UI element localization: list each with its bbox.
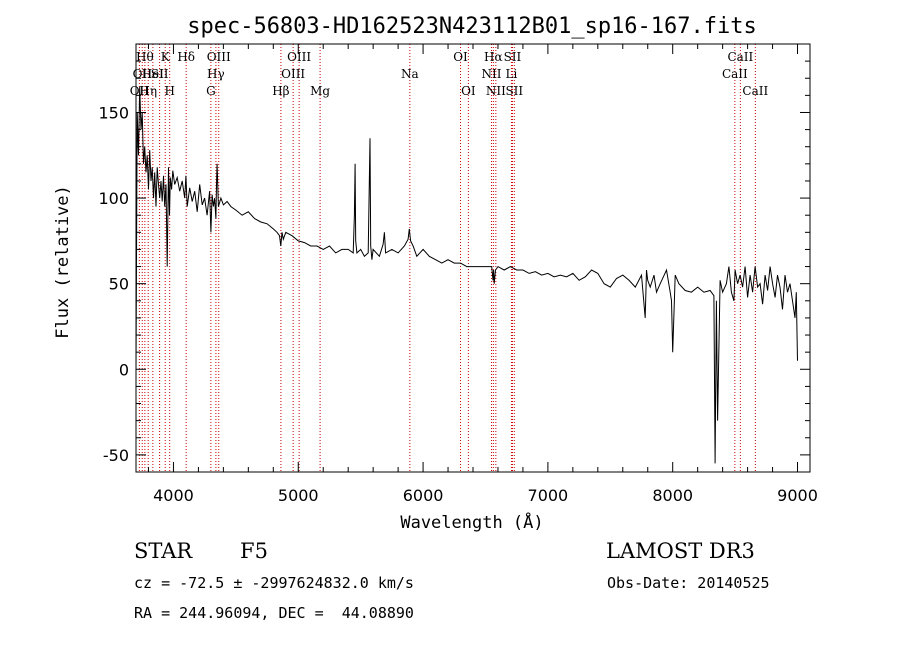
line-marker-label: SII: [151, 67, 169, 81]
line-marker-label: G: [206, 84, 216, 98]
survey-name: LAMOST DR3: [606, 539, 755, 563]
object-class: STAR: [134, 539, 193, 563]
x-tick-label: 4000: [153, 486, 194, 505]
line-marker-label: SII: [505, 84, 523, 98]
y-tick-label: 50: [109, 275, 129, 294]
emission-line-markers: [138, 44, 756, 472]
line-marker-label: OIII: [287, 50, 311, 64]
y-axis-label: Flux (relative): [53, 185, 73, 339]
line-marker-label: Mg: [310, 84, 330, 98]
line-marker-label: OI: [461, 84, 476, 98]
line-marker-label: OI: [453, 50, 468, 64]
line-marker-label: H: [164, 84, 174, 98]
line-marker-label: Hβ: [272, 84, 289, 98]
spectrum-line: [135, 86, 798, 464]
redshift-velocity: cz = -72.5 ± -2997624832.0 km/s: [134, 574, 414, 592]
chart-title: spec-56803-HD162523N423112B01_sp16-167.f…: [187, 14, 757, 39]
x-axis-ticks: 4000 5000 6000 7000 8000 9000: [147, 44, 818, 505]
y-tick-label: -50: [103, 446, 129, 465]
y-tick-label: 0: [119, 360, 129, 379]
line-marker-label: K: [161, 50, 171, 64]
line-marker-label: NII: [481, 67, 501, 81]
line-marker-label: OIII: [207, 50, 231, 64]
observation-date: Obs-Date: 20140525: [607, 574, 770, 592]
x-axis-label: Wavelength (Å): [400, 511, 543, 533]
y-tick-label: 150: [98, 103, 129, 122]
line-marker-label: HeI: [142, 67, 165, 81]
x-tick-label: 9000: [777, 486, 818, 505]
x-tick-label: 7000: [528, 486, 569, 505]
line-marker-label: Hα: [484, 50, 503, 64]
line-marker-label: OIII: [281, 67, 305, 81]
line-marker-label: Hθ: [136, 50, 154, 64]
y-tick-label: 100: [98, 189, 129, 208]
plot-frame: [135, 43, 811, 473]
emission-line-labels: OIIOIIHθHηHeISIIKHHδGHγOIIIHβOIIIOIIIMgN…: [130, 50, 769, 98]
coordinates: RA = 244.96094, DEC = 44.08890: [134, 604, 414, 622]
line-marker-label: SII: [504, 50, 522, 64]
line-marker-label: CaII: [742, 84, 768, 98]
line-marker-label: Hδ: [177, 50, 195, 64]
line-marker-label: CaII: [727, 50, 753, 64]
line-marker-label: NII: [486, 84, 506, 98]
x-tick-label: 8000: [652, 486, 693, 505]
y-axis-ticks: -50 0 50 100 150: [98, 60, 810, 465]
line-marker-label: Hη: [139, 84, 157, 98]
x-tick-label: 5000: [278, 486, 319, 505]
line-marker-label: OII: [133, 67, 153, 81]
line-marker-label: Li: [506, 67, 518, 81]
line-marker-label: Na: [401, 67, 419, 81]
line-marker-label: Hγ: [207, 67, 225, 81]
x-tick-label: 6000: [403, 486, 444, 505]
line-marker-label: CaII: [722, 67, 748, 81]
object-subclass: F5: [240, 539, 268, 563]
